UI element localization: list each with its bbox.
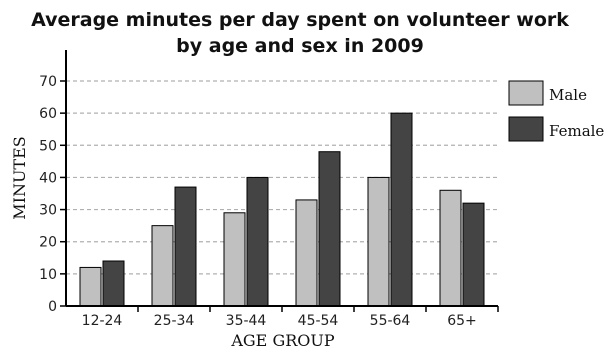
x-axis-ticks: 12-24 25-34 35-44 45-54 55-64 65+ <box>82 306 499 329</box>
bar-male-55-64 <box>367 176 390 307</box>
y-axis-ticks: 0 10 20 30 40 50 60 70 <box>39 74 66 315</box>
x-tick-label: 35-44 <box>226 313 267 329</box>
chart-title-line2: by age and sex in 2009 <box>176 35 424 57</box>
bar-female-25-34 <box>174 186 197 307</box>
bar-female-45-54 <box>318 151 341 307</box>
x-tick-label: 12-24 <box>82 313 123 329</box>
legend-swatch-female <box>508 116 544 142</box>
x-tick-label: 55-64 <box>370 313 411 329</box>
y-axis-title: MINUTES <box>10 136 29 220</box>
y-tick-label: 0 <box>48 299 57 315</box>
legend-label-female: Female <box>549 122 604 140</box>
bar-female-65+ <box>462 202 485 307</box>
bars <box>79 112 485 307</box>
y-tick-label: 20 <box>39 235 57 251</box>
bar-female-55-64 <box>390 112 413 307</box>
x-tick-label: 25-34 <box>154 313 195 329</box>
bar-male-35-44 <box>223 212 246 307</box>
bar-male-65+ <box>439 189 462 307</box>
bar-female-35-44 <box>246 176 269 307</box>
x-tick-label: 65+ <box>447 313 477 329</box>
chart-title-line1: Average minutes per day spent on volunte… <box>31 9 569 31</box>
bar-male-25-34 <box>151 225 174 307</box>
legend-label-male: Male <box>549 86 587 104</box>
y-tick-label: 10 <box>39 267 57 283</box>
legend-swatch-male <box>508 80 544 106</box>
legend: Male Female <box>508 80 604 142</box>
bar-male-12-24 <box>79 266 102 307</box>
y-tick-label: 30 <box>39 203 57 219</box>
y-tick-label: 40 <box>39 170 57 186</box>
y-tick-label: 60 <box>39 106 57 122</box>
bar-female-12-24 <box>102 260 125 307</box>
gridlines <box>66 80 498 275</box>
bar-male-45-54 <box>295 199 318 307</box>
y-tick-label: 70 <box>39 74 57 90</box>
x-axis-title: AGE GROUP <box>230 331 335 350</box>
x-tick-label: 45-54 <box>298 313 339 329</box>
y-tick-label: 50 <box>39 138 57 154</box>
